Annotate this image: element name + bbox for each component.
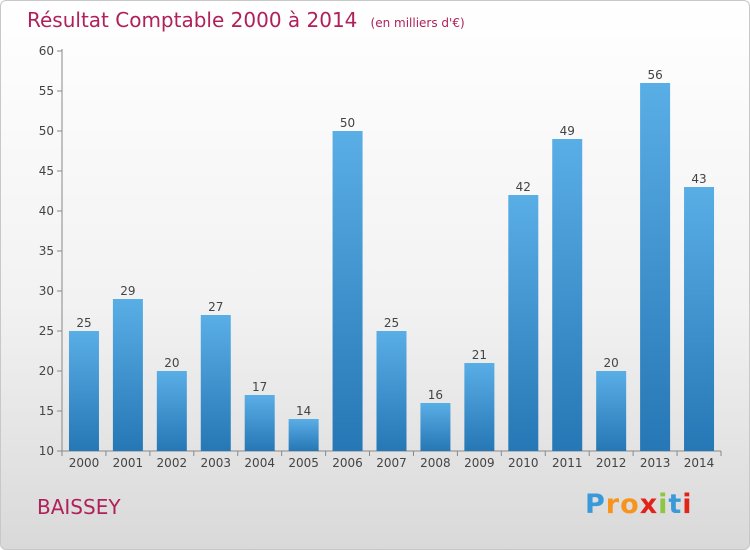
bar [68, 331, 99, 451]
logo-letter: r [605, 489, 621, 520]
data-label: 42 [516, 180, 531, 194]
x-tick-label: 2002 [157, 456, 188, 470]
title-row: Résultat Comptable 2000 à 2014 (en milli… [27, 8, 465, 32]
chart-subtitle: (en milliers d'€) [370, 16, 465, 30]
bar [464, 363, 495, 451]
x-tick-label: 2009 [464, 456, 495, 470]
data-label: 16 [428, 388, 443, 402]
x-tick-label: 2013 [640, 456, 671, 470]
bar [244, 395, 275, 451]
x-tick-label: 2003 [200, 456, 231, 470]
y-tick-label: 25 [39, 324, 54, 338]
bar [508, 195, 539, 451]
bars [68, 83, 715, 451]
logo-letter: o [620, 489, 640, 520]
axes: 10 15 20 25 30 35 40 45 50 55 60 2000 2001 2002 2003 20… [39, 44, 722, 470]
data-label: 25 [384, 316, 399, 330]
y-tick-label: 30 [39, 284, 54, 298]
bar [332, 131, 363, 451]
x-tick-label: 2007 [376, 456, 407, 470]
x-tick-label: 2004 [244, 456, 275, 470]
logo-letter: i [658, 489, 669, 520]
commune-name: BAISSEY [37, 495, 121, 519]
data-label: 29 [120, 284, 135, 298]
data-label: 27 [208, 300, 223, 314]
y-tick-label: 60 [39, 44, 54, 58]
y-tick-label: 10 [39, 444, 54, 458]
y-tick-label: 35 [39, 244, 54, 258]
data-label: 50 [340, 116, 355, 130]
data-label: 49 [560, 124, 575, 138]
bar [640, 83, 671, 451]
x-tick-label: 2000 [69, 456, 100, 470]
logo-letter: i [682, 489, 693, 520]
chart-title: Résultat Comptable 2000 à 2014 [27, 8, 358, 32]
data-label: 21 [472, 348, 487, 362]
data-label: 20 [604, 356, 619, 370]
x-tick-label: 2014 [684, 456, 715, 470]
y-tick-label: 50 [39, 124, 54, 138]
bar [420, 403, 451, 451]
data-label: 43 [691, 172, 706, 186]
x-tick-label: 2001 [113, 456, 144, 470]
x-tick-label: 2010 [508, 456, 539, 470]
bar [376, 331, 407, 451]
data-label: 20 [164, 356, 179, 370]
bar [596, 371, 627, 451]
y-tick-label: 55 [39, 84, 54, 98]
data-labels: 25 29 20 27 17 14 50 25 16 21 42 49 20 56 43 [76, 68, 706, 418]
logo-letter: P [585, 489, 606, 520]
y-tick-label: 40 [39, 204, 54, 218]
x-tick-label: 2011 [552, 456, 583, 470]
data-label: 17 [252, 380, 267, 394]
bar [200, 315, 231, 451]
x-tick-label: 2005 [288, 456, 319, 470]
proxiti-logo: Proxiti [585, 489, 693, 520]
logo-letter: x [639, 489, 659, 520]
data-label: 14 [296, 404, 311, 418]
bar [112, 299, 143, 451]
y-tick-label: 20 [39, 364, 54, 378]
data-label: 25 [76, 316, 91, 330]
logo-letter: t [668, 489, 683, 520]
x-tick-label: 2012 [596, 456, 627, 470]
y-tick-label: 45 [39, 164, 54, 178]
x-tick-label: 2008 [420, 456, 451, 470]
x-tick-label: 2006 [332, 456, 363, 470]
bar [552, 139, 583, 451]
bar [156, 371, 187, 451]
y-tick-label: 15 [39, 404, 54, 418]
data-label: 56 [647, 68, 662, 82]
bar [684, 187, 715, 451]
bar [288, 419, 319, 451]
